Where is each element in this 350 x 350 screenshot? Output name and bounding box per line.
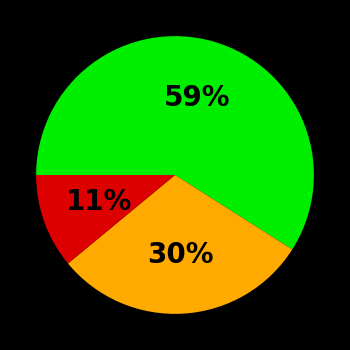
Text: 59%: 59%	[164, 84, 231, 112]
Wedge shape	[36, 36, 314, 250]
Text: 30%: 30%	[147, 241, 213, 270]
Wedge shape	[68, 175, 292, 314]
Text: 11%: 11%	[66, 188, 132, 216]
Wedge shape	[36, 175, 175, 264]
